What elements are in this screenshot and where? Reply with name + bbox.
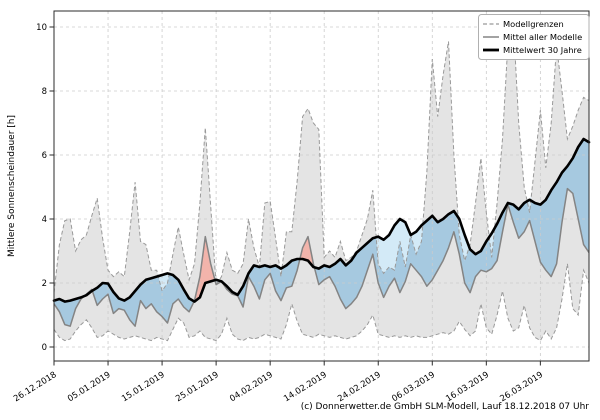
chart-legend: Modellgrenzen Mittel aller Modelle Mitte… <box>478 14 590 60</box>
legend-box <box>478 14 590 60</box>
legend-label-mittelwert-30-jahre: Mittelwert 30 Jahre <box>503 45 582 55</box>
chart-fill-areas <box>54 20 589 341</box>
y-tick-label: 10 <box>36 23 47 33</box>
y-axis-title: Mittlere Sonnenscheindauer [h] <box>7 115 17 257</box>
y-tick-label: 8 <box>42 87 47 97</box>
y-tick-label: 4 <box>42 215 47 225</box>
model-range-fill <box>54 20 589 341</box>
legend-label-modellgrenzen: Modellgrenzen <box>503 19 564 29</box>
axis-ticks <box>49 26 541 366</box>
model-mean-line <box>53 187 590 327</box>
y-tick-label: 0 <box>42 343 47 353</box>
chart-data-lines <box>52 20 591 342</box>
model-lower-bound-line <box>53 263 590 342</box>
model-upper-bound-line <box>53 20 590 293</box>
y-tick-label: 2 <box>42 279 47 289</box>
y-axis-tick-labels: 0 2 4 6 8 10 <box>36 23 47 353</box>
legend-label-mittel-aller-modelle: Mittel aller Modelle <box>503 32 582 42</box>
y-tick-label: 6 <box>42 151 47 161</box>
plot-frame <box>53 10 590 362</box>
copyright-caption: (c) Donnerwetter.de GmbH SLM-Modell, Lau… <box>301 402 590 412</box>
mean-30-years-line <box>52 137 591 303</box>
